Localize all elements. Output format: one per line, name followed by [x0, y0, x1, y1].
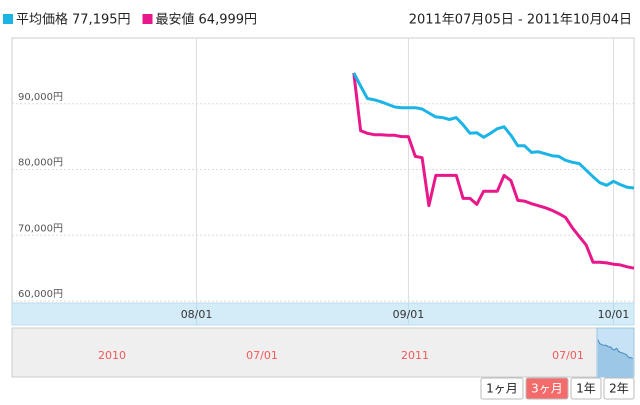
navigator-label: 07/01	[552, 349, 584, 362]
range-button[interactable]	[603, 377, 635, 400]
navigator-label: 07/01	[246, 349, 278, 362]
x-tick-label: 09/01	[393, 308, 425, 321]
navigator[interactable]	[11, 327, 635, 378]
legend-label: 最安値	[156, 12, 195, 28]
range-button-label[interactable]: 3ヶ月	[531, 382, 563, 396]
date-range: 2011年07月05日 - 2011年10月04日	[409, 13, 632, 28]
y-tick-label: 90,000円	[18, 92, 63, 103]
range-button-label[interactable]: 1ヶ月	[486, 382, 518, 396]
range-button-label[interactable]: 2年	[609, 382, 629, 396]
x-tick-label: 10/01	[598, 308, 630, 321]
navigator-label: 2010	[98, 349, 126, 362]
x-tick-label: 08/01	[181, 308, 213, 321]
y-tick-label: 70,000円	[18, 223, 63, 234]
y-tick-label: 60,000円	[18, 289, 63, 300]
range-button-label[interactable]: 1年	[576, 382, 596, 396]
navigator-area	[598, 339, 633, 377]
range-button[interactable]	[480, 377, 524, 400]
series-line	[352, 72, 635, 190]
plot-area	[11, 37, 635, 304]
y-tick-label: 80,000円	[18, 158, 63, 169]
legend-value: 64,999円	[199, 13, 258, 28]
navigator-line	[597, 339, 634, 359]
range-button[interactable]	[525, 377, 569, 400]
navigator-label: 2011	[401, 349, 429, 362]
legend-swatch	[142, 14, 153, 24]
legend-value: 77,195円	[72, 13, 131, 28]
series-line	[352, 72, 635, 270]
legend-label: 平均価格	[16, 12, 68, 28]
x-axis-band	[11, 302, 635, 326]
legend-swatch	[3, 14, 13, 24]
range-button[interactable]	[570, 377, 602, 400]
